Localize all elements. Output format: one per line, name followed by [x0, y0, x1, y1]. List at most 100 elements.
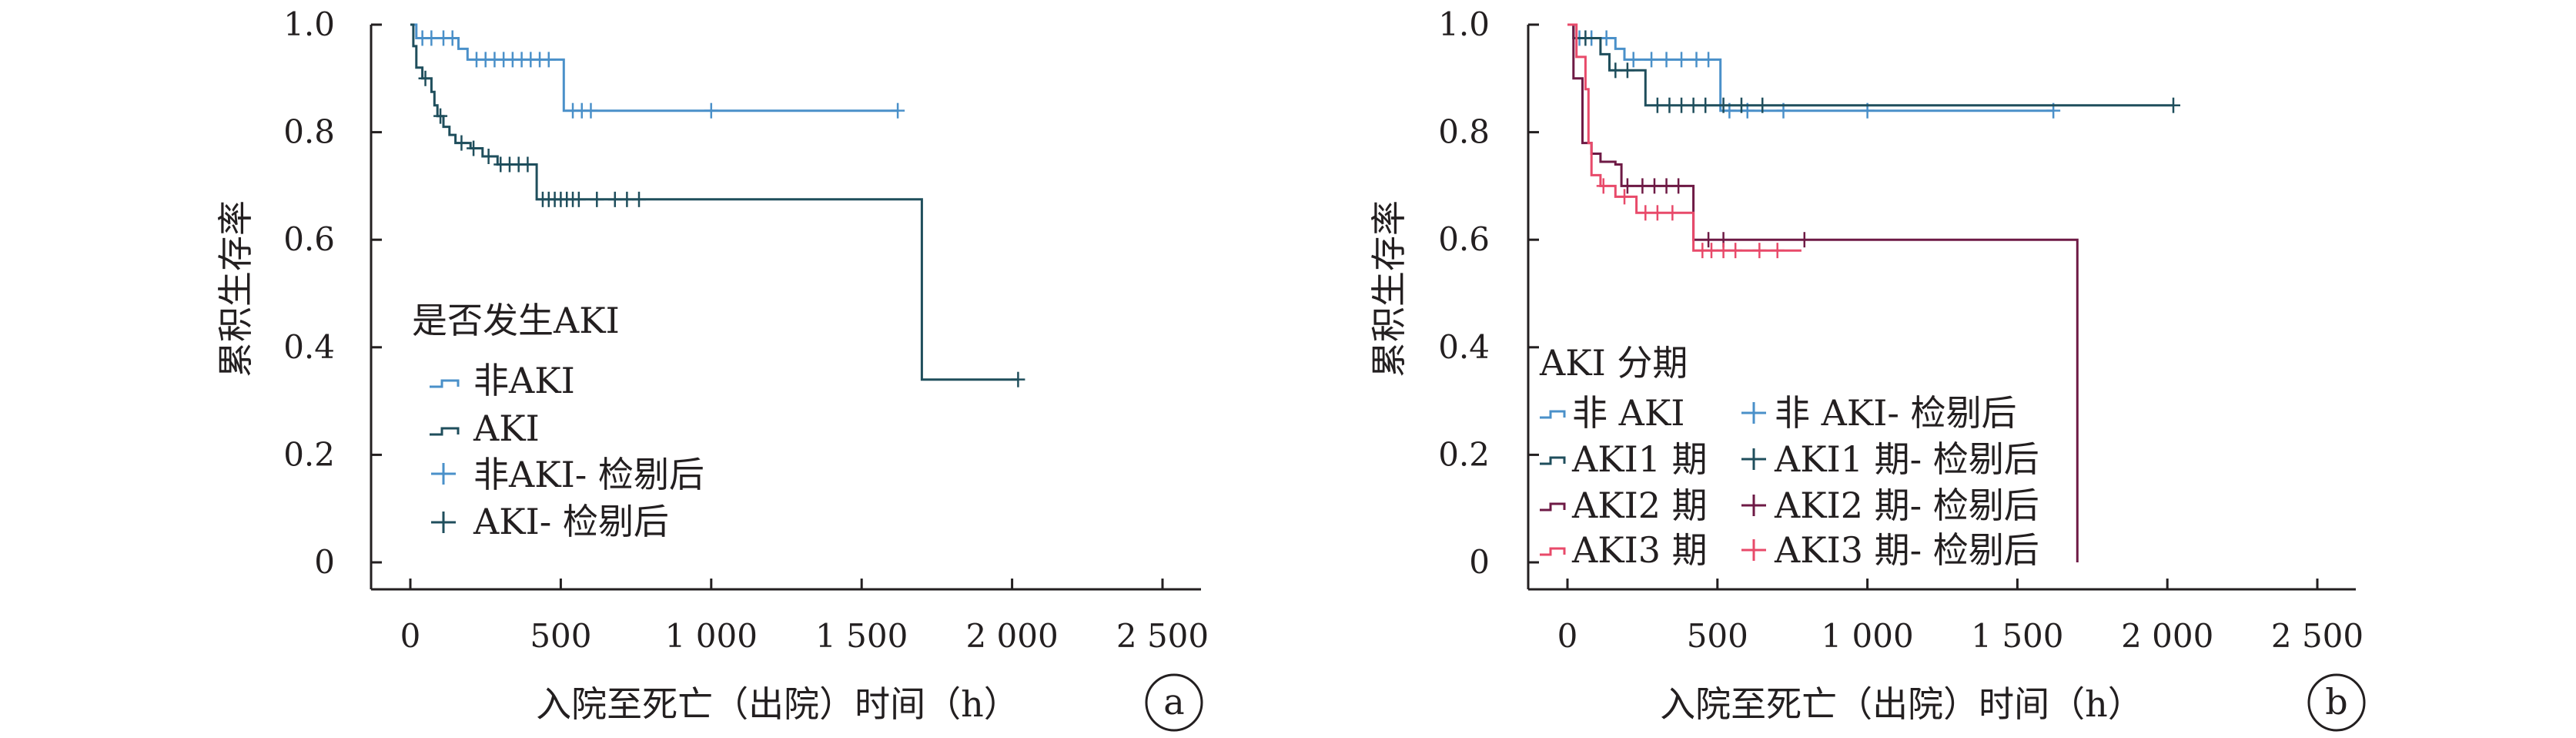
panel-a-badge-label: a — [1163, 681, 1184, 723]
panel-b-censor-mark — [1734, 97, 1748, 113]
panel-b-censor-mark — [1608, 62, 1623, 79]
panel-a-censor-mark — [541, 52, 556, 68]
panel-a-legend-swatch-aki — [430, 427, 460, 436]
panel-b-ylabel: 累积生存率 — [1368, 200, 1410, 377]
panel-b-series-line-1 — [1567, 23, 2173, 107]
panel-b-xlabel: 入院至死亡（出院）时间（h） — [1660, 683, 2143, 725]
panel-a-censor-mark — [481, 149, 496, 165]
panel-a-legend: 是否发生AKI 非AKI AKI 非AKI- 检剔后 AKI- 检剔后 — [412, 300, 704, 542]
panel-b-series — [1567, 23, 2180, 562]
panel-a-legend-swatch-non-aki-censored — [431, 463, 456, 485]
panel-a-censor-mark — [424, 30, 439, 46]
panel-a-legend-label-aki: AKI — [473, 408, 540, 449]
panel-a-series-line-0 — [410, 23, 898, 112]
panel-b-censor-mark — [1659, 52, 1674, 68]
panel-a-legend-label-aki-censored: AKI- 检剔后 — [473, 501, 669, 542]
panel-a-xlabel: 入院至死亡（出院）时间（h） — [536, 683, 1019, 725]
panel-a-legend-title: 是否发生AKI — [412, 300, 620, 341]
panel-b-censor-mark — [1650, 205, 1664, 221]
panel-b-censor-mark — [1689, 52, 1704, 68]
panel-b-censor-mark — [1686, 97, 1701, 113]
panel-b-series-line-2 — [1567, 23, 2079, 562]
panel-b-censor-mark — [1665, 205, 1680, 221]
panel-b-badge-circle — [2307, 673, 2366, 732]
panel-b-censor-mark — [1698, 97, 1713, 113]
panel-a-censor-mark — [704, 102, 718, 119]
panel-b-censor-mark — [1578, 30, 1593, 46]
panel-a-y-tick-label: 0.2 — [283, 435, 335, 473]
panel-b-x-tick-label: 1 000 — [1821, 617, 1913, 655]
panel-b-censor-mark — [1797, 232, 1812, 248]
panel-a-y-tick-label: 0 — [314, 543, 335, 581]
panel-b-censor-mark — [1705, 243, 1719, 259]
panel-b-censor-mark — [1770, 243, 1785, 259]
panel-a-legend-swatch-aki-censored — [431, 512, 456, 533]
panel-b-y-tick-label: 0.4 — [1438, 328, 1490, 366]
panel-b-legend-swatch-non-aki-censored — [1741, 402, 1766, 424]
panel-b: 0 0.2 0.4 0.6 0.8 1.0 0 500 1 000 1 500 2 000 2 500… — [1368, 5, 2366, 732]
panel-a-y-tick-label: 0.6 — [283, 220, 335, 258]
panel-b-censor-mark — [1701, 232, 1716, 248]
panel-b-censor-mark — [1716, 97, 1731, 113]
panel-b-legend-swatch-non-aki — [1540, 410, 1566, 419]
panel-a-censor-mark — [467, 140, 481, 156]
panel-b-y-tick-label: 0 — [1469, 543, 1490, 581]
panel-b-legend-swatch-aki3 — [1540, 547, 1566, 556]
panel-a-x-tick-label: 500 — [530, 617, 591, 655]
panel-b-legend: AKI 分期 非 AKI 非 AKI- 检剔后 AKI1 期 AKI1 期- 检… — [1539, 342, 2039, 571]
panel-b-x-tick-label: 0 — [1557, 617, 1578, 655]
panel-a-axes: 0 0.2 0.4 0.6 0.8 1.0 0 500 1 000 1 500 2 000 2 500 — [283, 5, 1209, 655]
panel-b-legend-swatch-aki2-censored — [1741, 495, 1766, 516]
panel-b-censor-mark — [1596, 178, 1611, 194]
panel-b-y-tick-label: 0.6 — [1438, 220, 1490, 258]
panel-a-series — [410, 23, 1025, 387]
panel-a-x-tick-label: 0 — [400, 617, 421, 655]
panel-a-censor-mark — [632, 191, 647, 207]
panel-a-x-tick-label: 2 000 — [965, 617, 1058, 655]
panel-a-x-tick-label: 2 500 — [1116, 617, 1209, 655]
panel-a-y-tick-label: 0.4 — [283, 328, 335, 366]
panel-b-legend-label-non-aki-censored: 非 AKI- 检剔后 — [1775, 392, 2017, 434]
panel-b-censor-mark — [1618, 189, 1632, 205]
panel-b-legend-swatch-aki3-censored — [1741, 539, 1766, 561]
panel-b-censor-mark — [1620, 62, 1634, 79]
panel-b-axes: 0 0.2 0.4 0.6 0.8 1.0 0 500 1 000 1 500 2 000 2 500 — [1438, 5, 2364, 655]
panel-b-y-tick-label: 0.8 — [1438, 113, 1490, 151]
panel-b-legend-label-aki3-censored: AKI3 期- 检剔后 — [1774, 529, 2039, 571]
panel-a-y-tick-label: 1.0 — [283, 5, 335, 43]
panel-b-legend-swatch-aki1-censored — [1741, 448, 1766, 470]
panel-a-censor-mark — [584, 102, 598, 119]
panel-b-censor-mark — [1644, 52, 1659, 68]
panel-a: 0 0.2 0.4 0.6 0.8 1.0 0 500 1 000 1 500 2 000 2 500… — [215, 5, 1209, 732]
panel-a-censor-mark — [1011, 371, 1025, 387]
panel-b-censor-mark — [1647, 178, 1661, 194]
panel-b-censor-mark — [1671, 178, 1686, 194]
panel-b-censor-mark — [1674, 52, 1689, 68]
panel-a-x-tick-label: 1 500 — [815, 617, 908, 655]
panel-a-censor-mark — [590, 191, 604, 207]
panel-b-censor-mark — [1635, 178, 1650, 194]
panel-b-censor-mark — [1674, 97, 1689, 113]
panel-a-censor-mark — [520, 156, 535, 173]
panel-b-x-tick-label: 1 500 — [1971, 617, 2063, 655]
panel-b-legend-swatch-aki1 — [1540, 456, 1566, 465]
panel-a-censor-mark — [891, 102, 905, 119]
panel-b-censor-mark — [1650, 97, 1664, 113]
panel-b-censor-mark — [1728, 243, 1743, 259]
panel-b-censor-mark — [1659, 178, 1674, 194]
panel-a-censor-mark — [620, 191, 634, 207]
panel-b-legend-label-aki2-censored: AKI2 期- 检剔后 — [1774, 485, 2039, 526]
panel-a-censor-mark — [433, 108, 448, 124]
panel-b-censor-mark — [2166, 97, 2180, 113]
panel-b-censor-mark — [1662, 97, 1677, 113]
panel-a-ylabel: 累积生存率 — [215, 200, 256, 377]
panel-b-censor-mark — [1755, 97, 1770, 113]
panel-b-legend-title: AKI 分期 — [1539, 342, 1688, 384]
panel-a-censor-mark — [454, 135, 469, 151]
panel-a-legend-swatch-non-aki — [430, 379, 460, 388]
panel-b-x-tick-label: 500 — [1687, 617, 1748, 655]
panel-b-legend-label-non-aki: 非 AKI — [1572, 392, 1684, 434]
panel-a-y-tick-label: 0.8 — [283, 113, 335, 151]
panel-a-x-tick-label: 1 000 — [665, 617, 758, 655]
panel-a-legend-label-non-aki: 非AKI — [473, 360, 575, 401]
